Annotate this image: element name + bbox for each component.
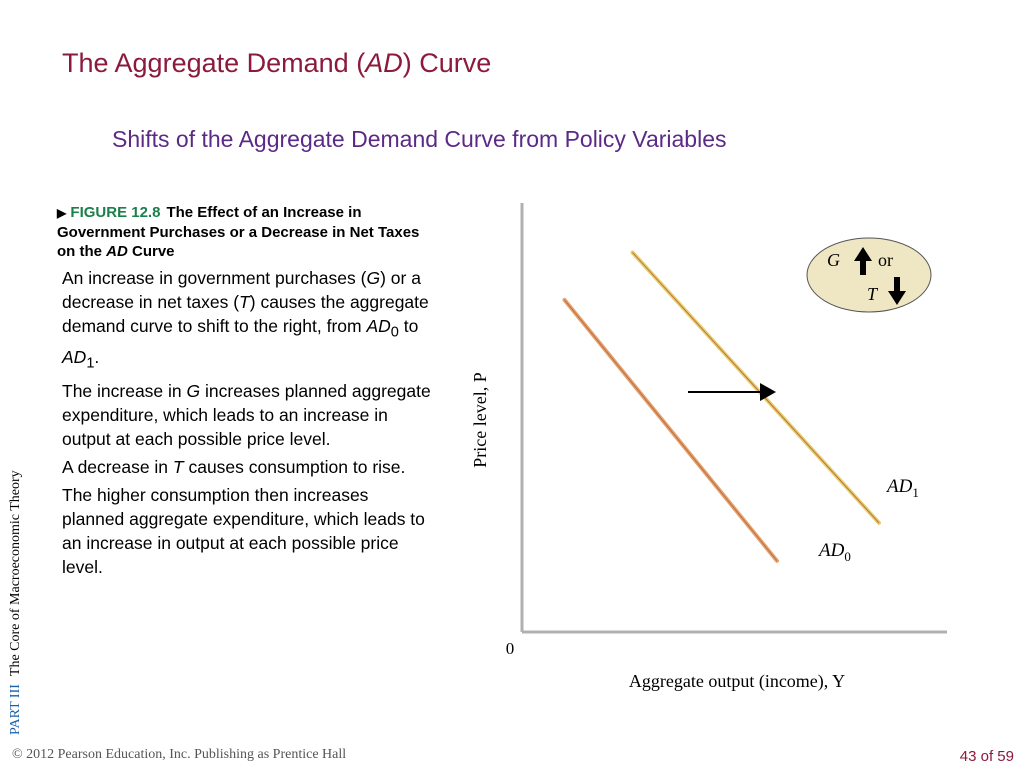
- p1-sub1: 1: [86, 355, 95, 371]
- p2-text-b: increases planned aggregate expenditure,…: [62, 381, 431, 449]
- shift-arrow: [688, 383, 776, 401]
- side-label: PART III The Core of Macroeconomic Theory: [8, 470, 24, 735]
- paragraph-2: The increase in G increases planned aggr…: [62, 379, 434, 451]
- p2-text-a: The increase in: [62, 381, 187, 401]
- ad1-curve: [632, 252, 880, 524]
- policy-legend: G or T: [806, 237, 932, 313]
- ad0-label-sub: 0: [844, 549, 851, 564]
- p1-sub0: 0: [390, 324, 399, 341]
- copyright: © 2012 Pearson Education, Inc. Publishin…: [12, 747, 347, 762]
- legend-or: or: [878, 250, 893, 270]
- p2-g: G: [186, 381, 201, 401]
- p1-text-c: ) causes the aggregate demand curve to s…: [62, 292, 429, 336]
- title-italic: AD: [365, 48, 403, 78]
- p1-ad1: AD: [62, 346, 87, 367]
- x-axis-label: Aggregate output (income), Y: [629, 671, 845, 692]
- slide-title: The Aggregate Demand (AD) Curve: [62, 48, 491, 79]
- arrow-down-icon: [888, 277, 906, 305]
- p1-text-a: An increase in government purchases (: [62, 268, 367, 288]
- legend-g-symbol: G: [827, 250, 840, 270]
- page-number: 43 of 59: [959, 748, 1014, 765]
- paragraph-3: A decrease in T causes consumption to ri…: [62, 455, 434, 479]
- figure-number: FIGURE 12.8: [70, 204, 161, 221]
- p3-text-a: A decrease in: [62, 457, 173, 477]
- figure-caption-end: Curve: [127, 243, 175, 260]
- arrow-up-icon: [854, 247, 872, 275]
- p1-text-d: to: [398, 316, 419, 336]
- figure-caption: ▶ FIGURE 12.8 The Effect of an Increase i…: [57, 203, 437, 261]
- origin-label: 0: [506, 639, 515, 658]
- ad1-label: AD1: [885, 476, 919, 500]
- ad0-curve: [564, 299, 778, 562]
- ad0-label-main: AD: [817, 540, 845, 561]
- legend-t-symbol: T: [867, 284, 879, 304]
- figure-caption-italic: AD: [106, 243, 128, 260]
- paragraph-4: The higher consumption then increases pl…: [62, 485, 425, 577]
- p3-text-b: causes consumption to rise.: [183, 457, 406, 477]
- p3-t: T: [172, 457, 184, 477]
- p1-g: G: [366, 268, 381, 288]
- slide-subtitle: Shifts of the Aggregate Demand Curve fro…: [112, 126, 727, 152]
- p1-ad0: AD: [366, 316, 391, 336]
- part-label: PART III: [8, 684, 23, 735]
- ad1-label-main: AD: [885, 476, 913, 497]
- ad-shift-chart: 0 Price level, P Aggregate output (incom…: [470, 203, 947, 692]
- y-axis-label: Price level, P: [470, 372, 490, 467]
- title-prefix: The Aggregate Demand (: [62, 48, 366, 78]
- figure-caption-text: The Effect of an Increase in Government …: [57, 204, 420, 260]
- p1-text-b: ) or a decrease in net taxes (: [62, 268, 421, 312]
- arrow-right-icon: [760, 383, 776, 401]
- p1-t: T: [239, 292, 250, 312]
- title-suffix: ) Curve: [402, 48, 492, 78]
- book-label: The Core of Macroeconomic Theory: [8, 470, 23, 677]
- paragraph-1: An increase in government purchases (G) …: [62, 266, 434, 375]
- play-icon: ▶: [57, 206, 67, 220]
- ad0-label: AD0: [817, 540, 851, 564]
- p1-text-e: .: [94, 346, 100, 367]
- body-text: An increase in government purchases (G) …: [62, 266, 434, 583]
- ad1-label-sub: 1: [912, 485, 919, 500]
